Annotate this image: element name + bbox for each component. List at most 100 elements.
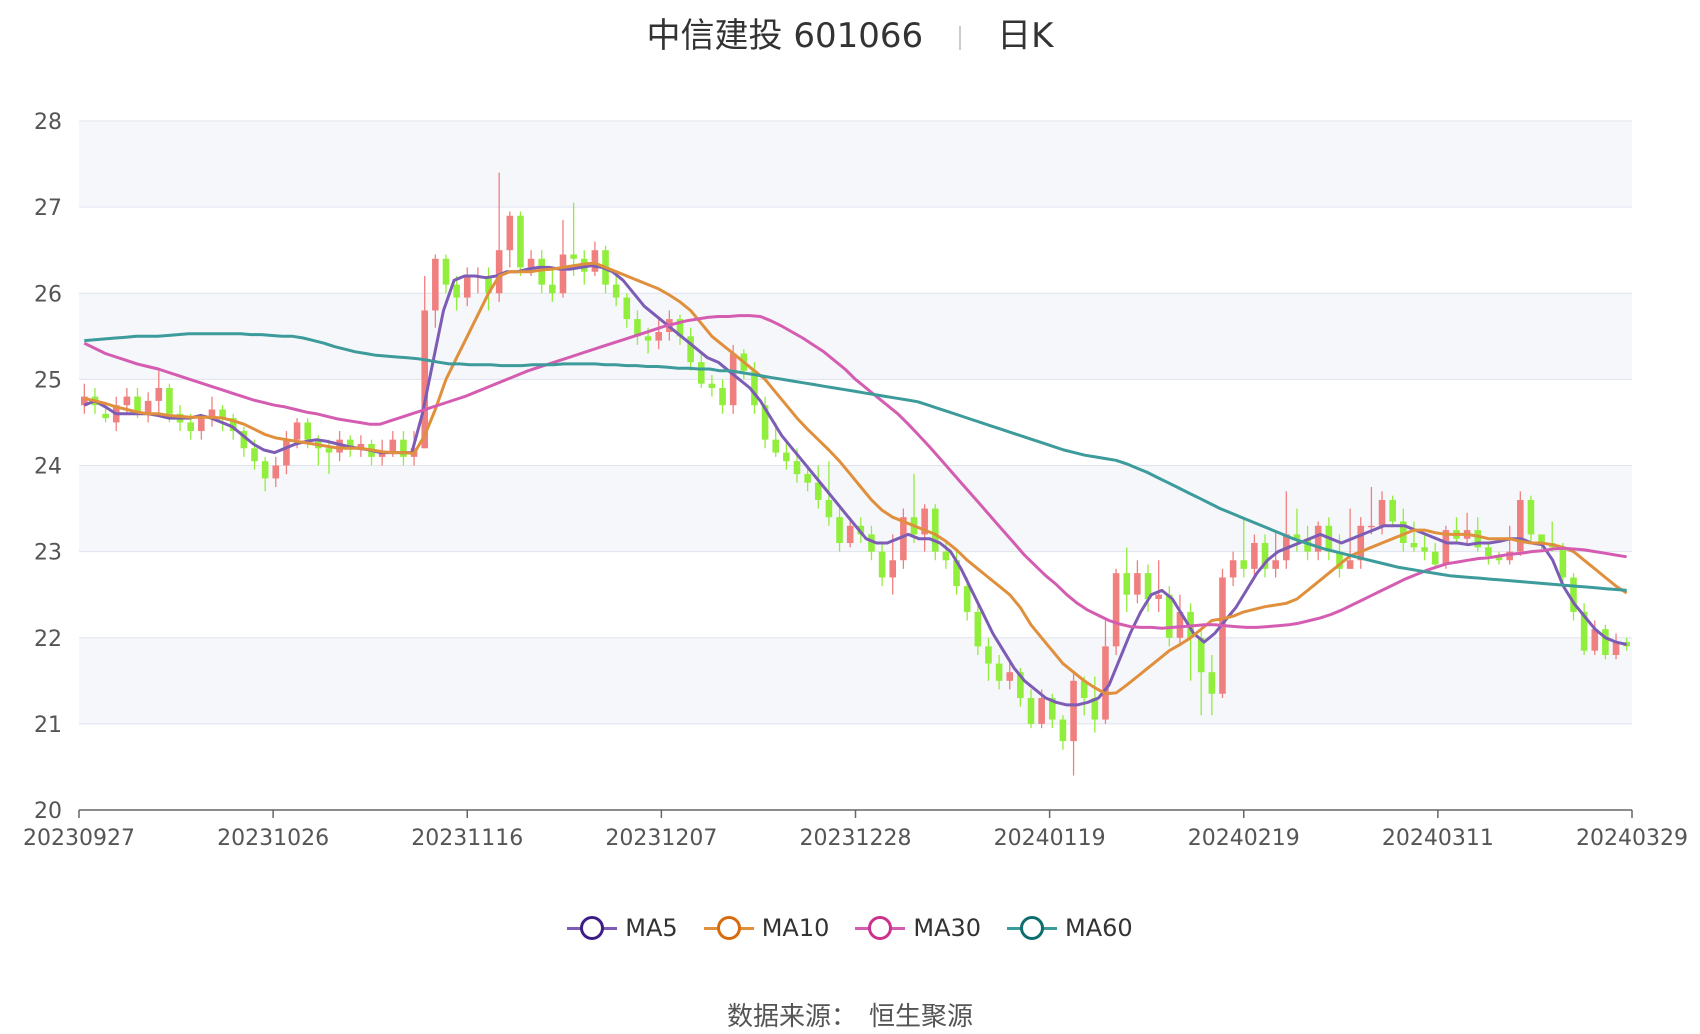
candle-body: [357, 443, 365, 449]
candle-body: [346, 439, 354, 449]
candle-body: [1431, 551, 1439, 565]
candle-body: [634, 319, 641, 337]
candle-body: [1506, 551, 1513, 561]
candle-body: [1410, 543, 1418, 548]
candle-body: [1176, 611, 1184, 638]
candle-body: [1059, 719, 1067, 742]
candle-body: [527, 258, 535, 268]
candle-body: [421, 310, 428, 449]
candle-body: [1123, 573, 1131, 595]
x-axis: 20230927 20231026 20231116 20231207 20231228…: [23, 810, 1688, 851]
data-source: 数据来源： 恒生聚源: [0, 996, 1700, 1033]
y-axis: 20 21 22 23 24 25 26 27 28: [34, 110, 62, 824]
candle-body: [772, 439, 780, 453]
candle-body: [1197, 637, 1205, 673]
candle-body: [1570, 577, 1577, 612]
candle-body: [304, 422, 311, 440]
candle-body: [453, 284, 460, 298]
legend-swatch: [1007, 916, 1058, 940]
candle-body: [187, 422, 194, 432]
legend-swatch: [567, 916, 618, 940]
candle-body: [1304, 538, 1311, 552]
legend-marker: [580, 916, 605, 940]
candle-body: [463, 276, 471, 298]
candle-body: [676, 319, 684, 337]
legend-item-ma30[interactable]: MA30: [855, 914, 981, 942]
y-tick-label: 22: [34, 627, 62, 652]
x-tick-label: 20231026: [217, 826, 329, 851]
candle-body: [166, 387, 173, 414]
candle-body: [155, 387, 163, 401]
candle-body: [1602, 629, 1609, 655]
candle-body: [81, 396, 88, 406]
candle-body: [1112, 573, 1120, 647]
candle-body: [1091, 698, 1099, 720]
candle-body: [995, 663, 1003, 681]
y-tick-label: 21: [34, 713, 62, 738]
legend-item-ma60[interactable]: MA60: [1007, 914, 1133, 942]
x-tick-label: 20230927: [23, 826, 135, 851]
candle-body: [1070, 680, 1077, 742]
candle-body: [900, 517, 907, 561]
candle-body: [123, 396, 131, 406]
candle-body: [1591, 629, 1599, 651]
candle-body: [1038, 698, 1045, 724]
candle-body: [1527, 499, 1535, 535]
title-separator: [959, 25, 962, 50]
candle-body: [719, 387, 726, 406]
candle-body: [1421, 547, 1428, 552]
legend-marker: [868, 916, 893, 940]
candle-body: [1400, 521, 1407, 544]
candle-body: [1229, 560, 1237, 578]
candle-body: [783, 452, 790, 462]
y-tick-label: 24: [34, 455, 62, 480]
candle-body: [985, 646, 992, 664]
y-tick-label: 27: [34, 196, 62, 221]
candle-body: [1485, 547, 1492, 556]
candle-body: [485, 276, 492, 294]
y-tick-label: 26: [34, 282, 62, 307]
candle-body: [623, 297, 631, 320]
candle-body: [804, 474, 811, 483]
candle-body: [1495, 555, 1503, 561]
candle-body: [283, 439, 290, 466]
candle-body: [729, 353, 737, 406]
candle-body: [219, 409, 226, 419]
candle-body: [953, 560, 960, 587]
legend: MA5 MA10 MA30 MA60: [0, 914, 1700, 942]
legend-marker: [716, 916, 741, 940]
candlestick-series: [81, 172, 1630, 776]
y-tick-label: 25: [34, 368, 62, 393]
candle-body: [559, 254, 567, 294]
legend-swatch: [855, 916, 906, 940]
candle-body: [1017, 672, 1024, 699]
candle-body: [1389, 499, 1396, 522]
candle-body: [1612, 642, 1620, 655]
legend-item-ma10[interactable]: MA10: [703, 914, 829, 942]
candle-body: [846, 525, 854, 544]
candle-body: [1102, 646, 1109, 720]
y-tick-label: 20: [34, 799, 62, 824]
candle-body: [868, 534, 875, 552]
grid-band: [79, 637, 1632, 724]
x-tick-label: 20231228: [800, 826, 912, 851]
candle-body: [1208, 672, 1216, 694]
candle-body: [931, 508, 939, 552]
candle-body: [836, 517, 843, 544]
candle-body: [1165, 594, 1173, 638]
candle-body: [1580, 611, 1588, 651]
candle-body: [1346, 560, 1354, 569]
legend-swatch: [703, 916, 754, 940]
legend-item-ma5[interactable]: MA5: [567, 914, 678, 942]
candle-body: [825, 499, 833, 518]
candle-body: [1134, 573, 1141, 595]
candle-body: [400, 439, 407, 457]
x-tick-label: 20240311: [1382, 826, 1494, 851]
candle-body: [878, 551, 886, 578]
candle-body: [921, 508, 928, 535]
data-source-label: 数据来源：: [726, 1002, 857, 1032]
candle-body: [517, 215, 524, 268]
candle-body: [251, 448, 258, 462]
ma-line-ma60: [84, 332, 1627, 592]
x-tick-label: 20240119: [994, 826, 1106, 851]
